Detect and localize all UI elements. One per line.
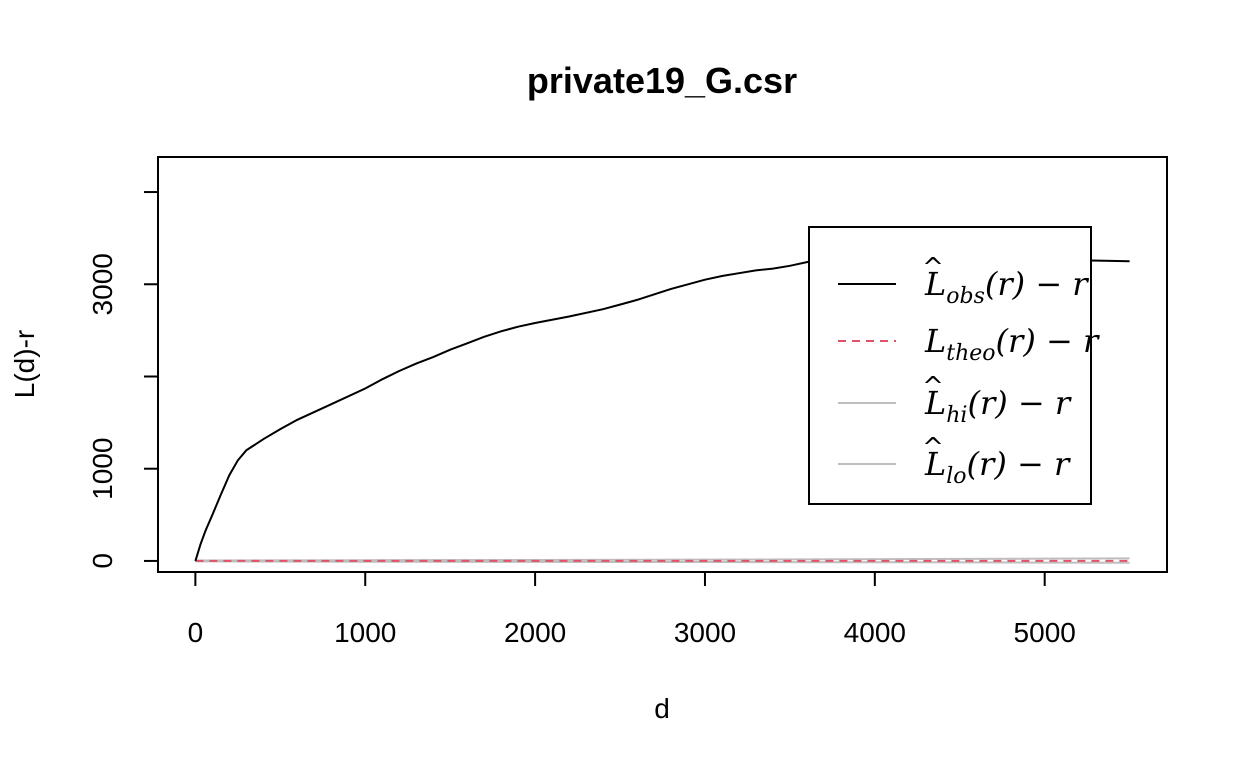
- x-axis-label: d: [654, 693, 670, 724]
- y-axis-label: L(d)-r: [9, 330, 40, 398]
- x-tick-label: 4000: [844, 617, 906, 648]
- x-tick-label: 3000: [674, 617, 736, 648]
- legend-label-lo: Llo(r) − r: [924, 445, 1071, 489]
- legend-label-obs: Lobs(r) − r: [924, 265, 1089, 309]
- y-axis: 0 1000 3000: [87, 191, 159, 569]
- legend-label-hi: Lhi(r) − r: [924, 384, 1072, 428]
- legend-hat-lo: ^: [922, 433, 944, 463]
- x-tick-label: 1000: [334, 617, 396, 648]
- x-axis: 0 1000 2000 3000 4000 5000: [188, 571, 1076, 648]
- legend-box: [808, 226, 1092, 505]
- x-tick-label: 0: [188, 617, 204, 648]
- x-tick-label: 2000: [504, 617, 566, 648]
- y-tick-label: 1000: [87, 438, 118, 500]
- legend-hat-obs: ^: [922, 253, 944, 283]
- legend-hat-hi: ^: [922, 372, 944, 402]
- y-tick-label: 0: [87, 553, 118, 569]
- x-tick-label: 5000: [1014, 617, 1076, 648]
- chart-title: private19_G.csr: [527, 60, 797, 101]
- y-tick-label: 3000: [87, 253, 118, 315]
- legend-label-theo: Ltheo(r) − r: [924, 322, 1100, 366]
